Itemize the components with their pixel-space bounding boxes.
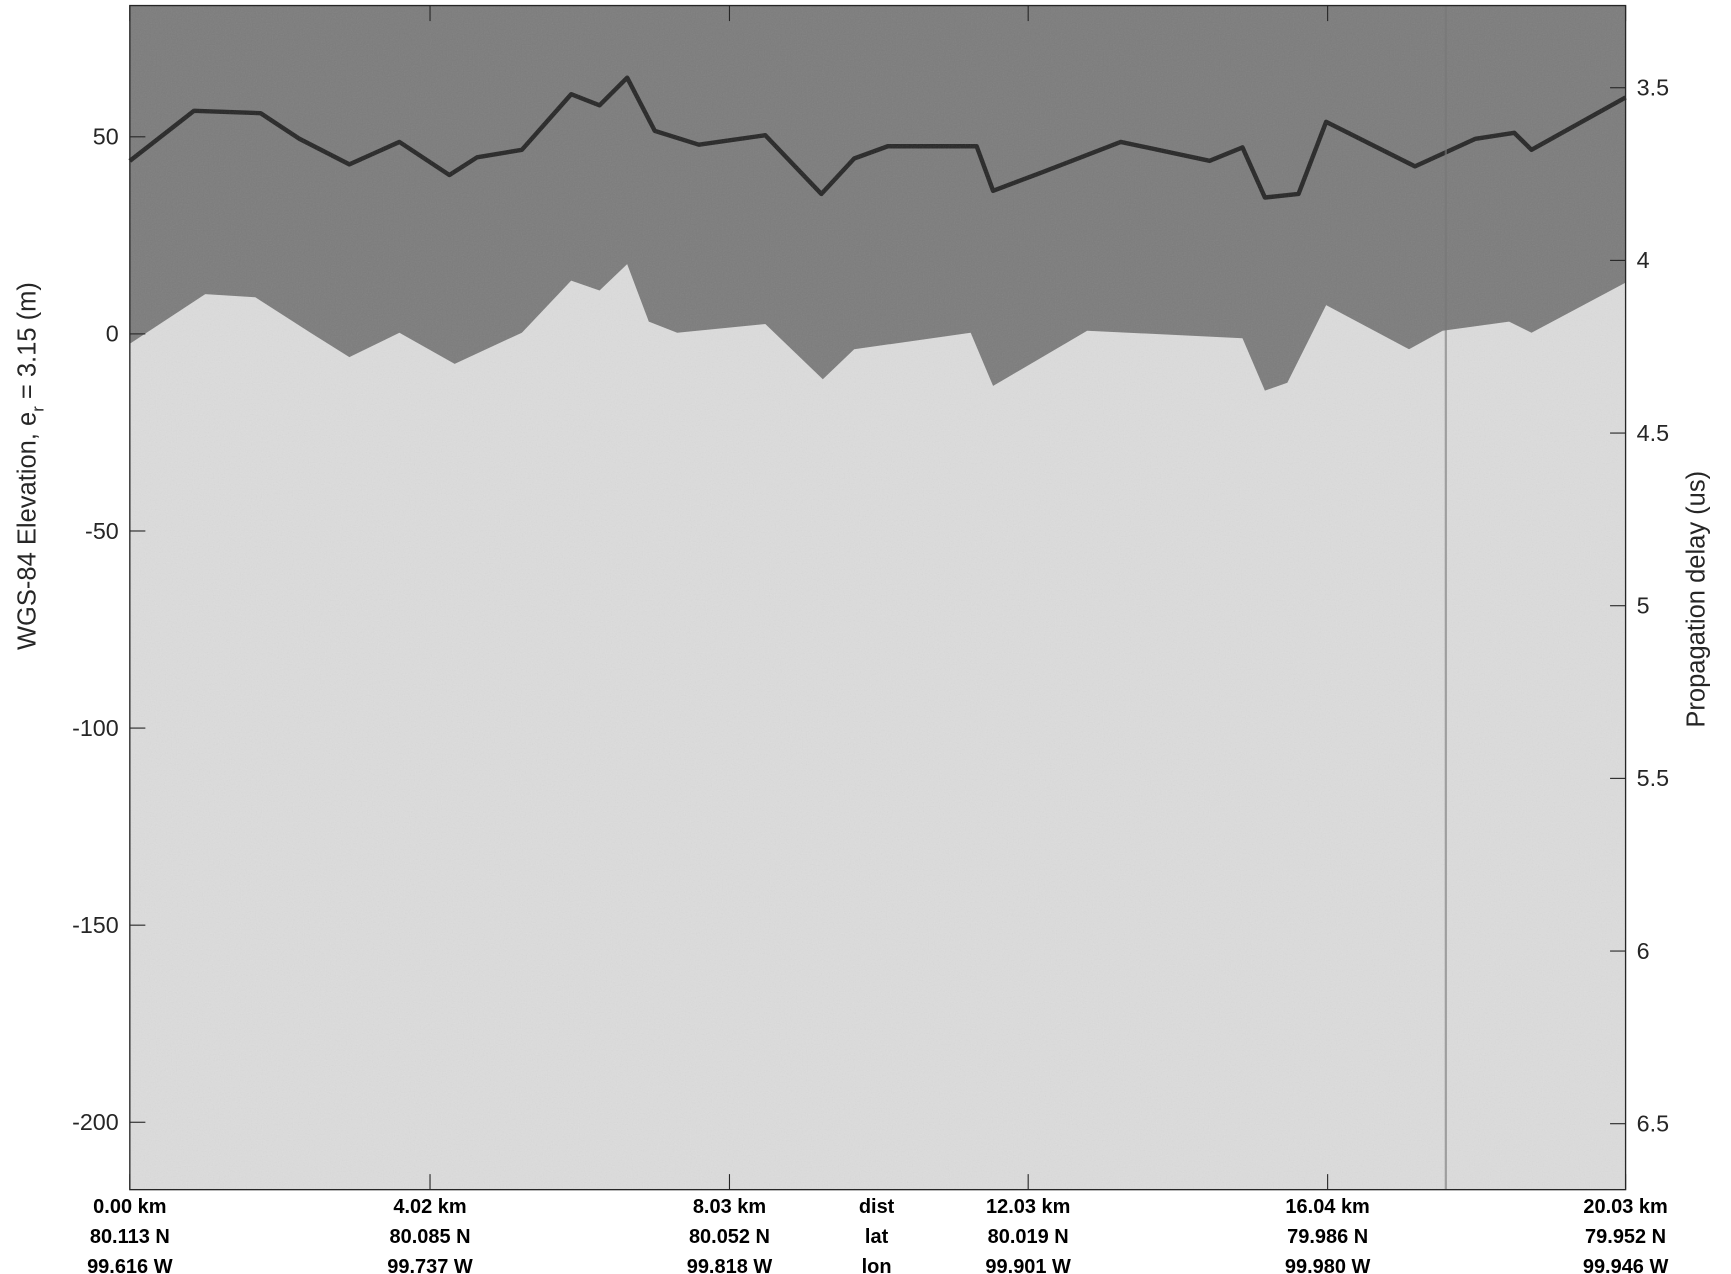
- y2-tick-label: 5.5: [1637, 765, 1669, 791]
- lat-label: 80.052 N: [689, 1226, 770, 1248]
- x-tick-label: 12.03 km: [986, 1196, 1070, 1218]
- lon-label: 99.980 W: [1285, 1256, 1371, 1274]
- y-tick-label: -150: [72, 912, 119, 938]
- noise-texture: [129, 5, 1626, 1190]
- y-tick-label: -200: [72, 1109, 119, 1135]
- y2-tick-label: 6.5: [1637, 1110, 1669, 1136]
- lat-label: 79.952 N: [1585, 1226, 1666, 1248]
- lon-label: 99.818 W: [687, 1256, 773, 1274]
- y2-axis-label: Propagation delay (us): [1682, 471, 1710, 728]
- y2-tick-label: 3.5: [1637, 75, 1669, 101]
- lat-label: 80.113 N: [90, 1226, 170, 1248]
- y-label-subscript: r: [28, 406, 47, 412]
- y2-tick-label: 5: [1637, 592, 1650, 618]
- row-label: lat: [865, 1226, 889, 1248]
- x-tick-label: 8.03 km: [693, 1196, 766, 1218]
- x-tick-label: 20.03 km: [1583, 1196, 1667, 1218]
- row-label: lon: [862, 1256, 892, 1274]
- y-tick-label: -100: [72, 715, 119, 741]
- lon-label: 99.901 W: [985, 1256, 1071, 1274]
- y-tick-label: 0: [106, 321, 119, 347]
- x-tick-label: 4.02 km: [393, 1196, 466, 1218]
- y-tick-label: 50: [93, 124, 119, 150]
- y2-tick-label: 4.5: [1637, 420, 1669, 446]
- x-tick-label: 16.04 km: [1285, 1196, 1369, 1218]
- y-label-part: WGS-84 Elevation, e: [14, 412, 42, 650]
- lat-label: 80.085 N: [390, 1226, 471, 1248]
- plot-frame: [129, 4, 1627, 1191]
- y-label-part: = 3.15 (m): [14, 282, 42, 406]
- y2-tick-label: 6: [1637, 938, 1650, 964]
- lon-label: 99.616 W: [87, 1256, 173, 1274]
- y2-tick-label: 4: [1637, 247, 1650, 273]
- lat-label: 79.986 N: [1287, 1226, 1368, 1248]
- lat-label: 80.019 N: [988, 1226, 1069, 1248]
- y-axis-label: WGS-84 Elevation, er = 3.15 (m): [14, 282, 48, 650]
- x-tick-label: 0.00 km: [93, 1196, 166, 1218]
- y-tick-label: -50: [85, 518, 119, 544]
- row-label: dist: [859, 1196, 895, 1218]
- lon-label: 99.737 W: [387, 1256, 473, 1274]
- lon-label: 99.946 W: [1583, 1256, 1669, 1274]
